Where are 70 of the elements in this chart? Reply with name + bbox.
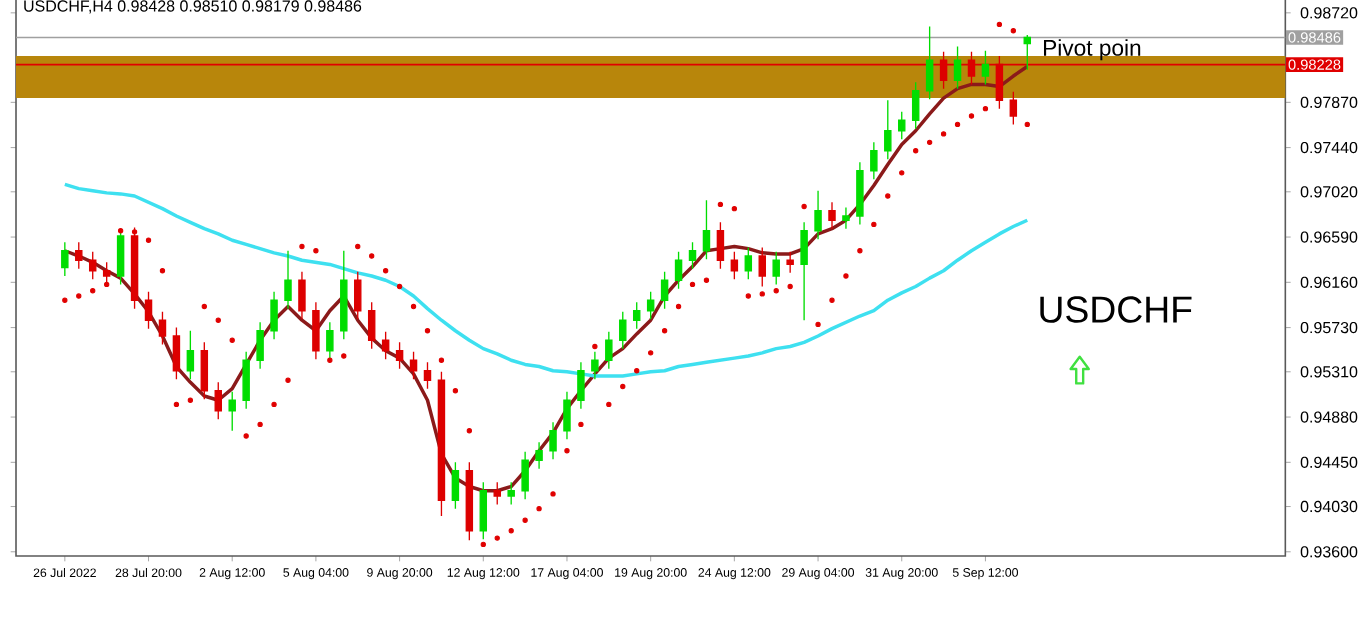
chart-title: USDCHF,H4 0.98428 0.98510 0.98179 0.98486 bbox=[24, 0, 362, 14]
candlestick bbox=[870, 141, 878, 180]
candlestick bbox=[75, 241, 83, 270]
y-tick-label: 0.95730 bbox=[1300, 321, 1358, 334]
candlestick bbox=[716, 221, 725, 270]
candlestick bbox=[549, 421, 557, 460]
candlestick bbox=[814, 190, 822, 240]
candlestick bbox=[591, 351, 599, 380]
candlestick bbox=[423, 361, 432, 390]
candlestick bbox=[660, 271, 669, 310]
candlestick bbox=[367, 301, 376, 350]
candlestick bbox=[61, 241, 69, 277]
candlestick bbox=[953, 45, 962, 90]
y-tick-label: 0.96160 bbox=[1300, 276, 1358, 288]
candlestick bbox=[786, 251, 794, 274]
candlestick bbox=[340, 250, 348, 340]
candlestick bbox=[632, 301, 641, 330]
candlestick bbox=[619, 311, 627, 350]
candlestick bbox=[158, 311, 167, 346]
candlestick bbox=[214, 381, 222, 420]
candlestick bbox=[925, 25, 934, 100]
y-tick-label: 0.97440 bbox=[1300, 141, 1358, 154]
y-tick-label: 0.97870 bbox=[1300, 96, 1358, 108]
y-tick-label: 0.93600 bbox=[1300, 546, 1358, 558]
candlestick bbox=[577, 361, 585, 410]
candlestick bbox=[981, 50, 990, 86]
candlestick bbox=[828, 201, 836, 230]
y-tick-label: 0.97020 bbox=[1300, 186, 1358, 198]
candlestick bbox=[493, 481, 501, 506]
candlestick bbox=[688, 241, 697, 270]
text: USDCHF bbox=[1040, 296, 1192, 323]
candlestick bbox=[842, 206, 850, 230]
candlestick bbox=[800, 221, 808, 321]
candlestick bbox=[284, 250, 292, 310]
candlestick bbox=[451, 461, 460, 510]
y-tick-label: 0.94450 bbox=[1300, 456, 1358, 468]
candlestick bbox=[744, 246, 753, 280]
candlestick bbox=[1009, 91, 1018, 126]
y-tick-label: 0.94030 bbox=[1300, 500, 1358, 513]
candlestick bbox=[911, 81, 920, 130]
candlestick bbox=[507, 481, 515, 506]
candlestick bbox=[256, 321, 264, 370]
text: Pivot poin bbox=[1044, 39, 1141, 61]
candlestick bbox=[884, 99, 892, 160]
candlestick bbox=[674, 251, 683, 290]
candlestick bbox=[563, 391, 571, 440]
y-tick-label: 0.94880 bbox=[1300, 411, 1358, 423]
candlestick bbox=[856, 161, 864, 226]
candlestick bbox=[270, 291, 278, 340]
candlestick bbox=[772, 251, 780, 286]
y-tick-label: 0.95310 bbox=[1300, 366, 1358, 378]
candlestick bbox=[312, 301, 320, 360]
candlestick bbox=[605, 331, 613, 370]
candlestick bbox=[702, 199, 711, 260]
candlestick bbox=[228, 391, 236, 432]
candlestick bbox=[758, 246, 766, 288]
y-tick-label: 0.96590 bbox=[1300, 231, 1358, 243]
candlestick bbox=[395, 341, 404, 370]
candlestick bbox=[298, 271, 306, 320]
candlestick bbox=[326, 321, 334, 360]
line-series bbox=[63, 64, 1030, 493]
y-tick-label: 0.98720 bbox=[1300, 7, 1358, 19]
candlestick bbox=[144, 291, 153, 330]
candlestick bbox=[521, 451, 529, 500]
candlestick bbox=[130, 226, 139, 310]
candlestick bbox=[102, 261, 111, 286]
candlestick bbox=[1023, 34, 1032, 71]
candlestick bbox=[186, 330, 195, 380]
candlestick bbox=[535, 441, 543, 470]
candlestick bbox=[242, 351, 250, 410]
